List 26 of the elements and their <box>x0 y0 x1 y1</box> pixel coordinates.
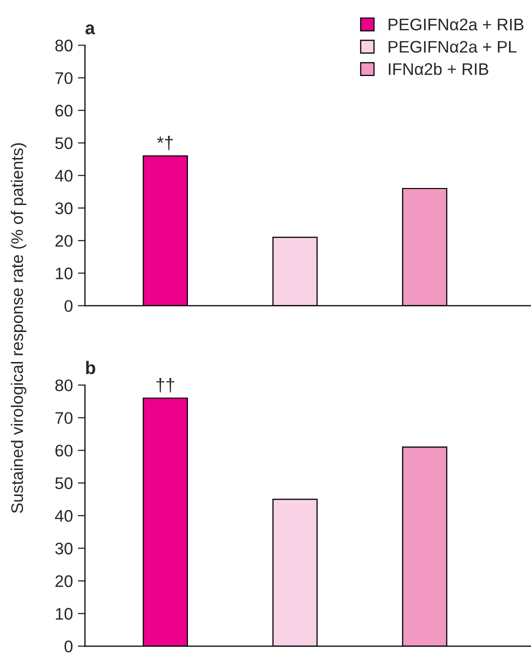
legend-label: PEGIFNα2a + RIB <box>388 18 524 30</box>
y-tick-label: 30 <box>55 202 73 214</box>
y-tick-label: 10 <box>56 608 73 620</box>
y-tick-label: 30 <box>55 542 73 554</box>
y-tick-label: 0 <box>64 300 73 312</box>
y-tick-label: 80 <box>55 40 73 52</box>
annotation: †† <box>156 378 174 392</box>
legend-label: PEGIFNα2a + PL <box>388 40 516 53</box>
y-tick-label: 0 <box>64 640 73 652</box>
chart-title: b <box>86 360 96 374</box>
legend-label: IFNα2b + RIB <box>388 62 488 75</box>
y-tick-label: 70 <box>55 72 73 84</box>
y-tick-label: 60 <box>55 104 73 117</box>
y-tick-label: 50 <box>55 137 73 150</box>
y-tick-label: 70 <box>55 412 73 424</box>
y-tick-label: 40 <box>55 510 73 522</box>
chart-title: a <box>85 24 96 34</box>
y-tick-label: 80 <box>55 379 73 392</box>
annotation: *† <box>157 136 173 150</box>
y-tick-label: 20 <box>55 234 73 247</box>
y-tick-label: 40 <box>55 170 73 182</box>
y-tick-label: 50 <box>55 477 73 490</box>
y-tick-label: 10 <box>56 268 73 280</box>
y-tick-label: 60 <box>55 444 73 457</box>
y-tick-label: 20 <box>55 575 73 588</box>
y-axis-title: Sustained virological response rate (% of patients) <box>10 143 26 513</box>
